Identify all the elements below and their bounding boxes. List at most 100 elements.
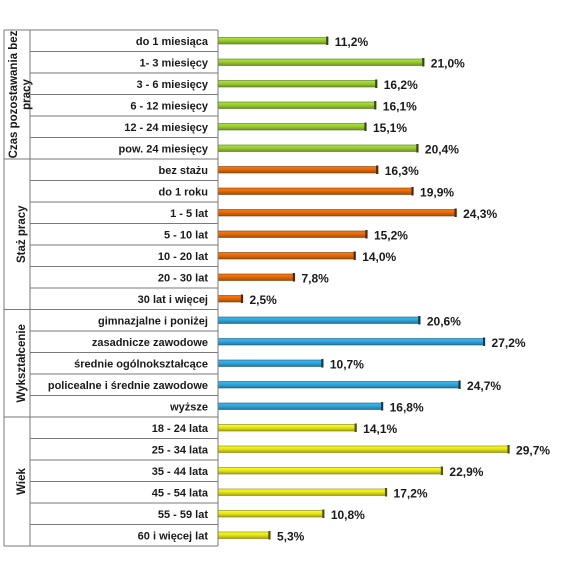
bar-end-cap xyxy=(440,466,444,475)
bar-end-cap xyxy=(354,423,357,432)
category-label: 55 - 59 lat xyxy=(158,509,208,521)
bar-end-cap xyxy=(353,251,356,260)
bar xyxy=(217,37,329,45)
category-label: do 1 roku xyxy=(158,186,208,198)
category-label: 5 - 10 lat xyxy=(164,229,208,241)
category-label: do 1 miesiąca xyxy=(136,36,209,48)
bar-end-cap xyxy=(384,488,388,497)
bar-end-cap xyxy=(268,531,271,540)
bar-end-cap xyxy=(422,58,425,67)
bar xyxy=(217,273,295,281)
category-label: wyższe xyxy=(169,401,208,413)
data-label: 20,6% xyxy=(427,314,461,328)
data-label: 15,1% xyxy=(373,121,407,135)
group-label: Czas pozostawania bezpracy xyxy=(8,30,33,158)
data-label: 16,2% xyxy=(384,78,418,92)
bar xyxy=(217,80,378,88)
data-label: 16,3% xyxy=(385,164,419,178)
bar xyxy=(217,166,379,174)
data-label: 7,8% xyxy=(301,271,329,285)
bar xyxy=(217,488,387,496)
category-label: 1 - 5 lat xyxy=(170,208,208,220)
data-label: 24,3% xyxy=(463,207,497,221)
category-label: 45 - 54 lata xyxy=(152,487,209,499)
data-label: 11,2% xyxy=(335,35,369,49)
bar xyxy=(217,531,271,539)
bar-end-cap xyxy=(292,273,296,282)
bar-end-cap xyxy=(240,294,244,303)
bar-end-cap xyxy=(418,316,421,325)
category-label: 35 - 44 lata xyxy=(152,466,209,478)
bar xyxy=(217,381,461,389)
category-label: 12 - 24 miesięcy xyxy=(124,122,209,134)
data-label: 21,0% xyxy=(431,56,465,70)
bar-end-cap xyxy=(364,122,367,131)
bar xyxy=(217,445,510,453)
data-label: 19,9% xyxy=(420,185,454,199)
bar xyxy=(217,123,367,131)
bar-end-cap xyxy=(376,165,379,174)
bar-end-cap xyxy=(375,79,378,88)
data-label: 27,2% xyxy=(492,336,526,350)
bar-end-cap xyxy=(482,337,486,346)
category-label: 10 - 20 lat xyxy=(158,251,208,263)
bar-end-cap xyxy=(507,445,510,454)
data-label: 10,8% xyxy=(331,508,365,522)
bar xyxy=(217,338,485,346)
category-label: średnie ogólnokształcące xyxy=(74,358,208,370)
bar xyxy=(217,402,383,410)
category-label: 18 - 24 lata xyxy=(152,423,209,435)
bar-end-cap xyxy=(374,101,377,110)
bar-end-cap xyxy=(322,509,325,518)
data-label: 16,8% xyxy=(390,400,424,414)
data-label: 2,5% xyxy=(250,293,278,307)
bar xyxy=(217,101,377,109)
data-label: 5,3% xyxy=(277,529,305,543)
bar-end-cap xyxy=(458,380,461,389)
category-label: 1- 3 miesięcy xyxy=(140,57,209,69)
category-label: policealne i średnie zawodowe xyxy=(48,380,208,392)
data-label: 14,0% xyxy=(362,250,396,264)
bar-end-cap xyxy=(416,144,419,153)
bar xyxy=(217,467,443,475)
category-label: 6 - 12 miesięcy xyxy=(130,100,209,112)
data-label: 10,7% xyxy=(330,357,364,371)
bar-end-cap xyxy=(454,208,457,217)
bar xyxy=(217,295,243,303)
bar-end-cap xyxy=(411,187,414,196)
bar xyxy=(217,424,357,432)
bar xyxy=(217,252,356,260)
category-label: gimnazjalne i poniżej xyxy=(98,315,208,327)
bar xyxy=(217,144,419,152)
bar xyxy=(217,58,425,66)
bar-end-cap xyxy=(381,402,384,411)
data-label: 15,2% xyxy=(374,228,408,242)
category-label: zasadnicze zawodowe xyxy=(92,337,208,349)
category-label: 3 - 6 miesięcy xyxy=(136,79,208,91)
bar-end-cap xyxy=(365,230,368,239)
bar xyxy=(217,230,368,238)
category-label: 20 - 30 lat xyxy=(158,272,208,284)
bar-end-cap xyxy=(321,359,324,368)
group-label: Staż pracy xyxy=(16,205,28,263)
group-label: Wykształcenie xyxy=(16,324,28,402)
bar xyxy=(217,209,457,217)
bar xyxy=(217,187,414,195)
data-label: 22,9% xyxy=(449,465,483,479)
category-label: 30 lat i więcej xyxy=(138,294,208,306)
category-label: 25 - 34 lata xyxy=(152,444,209,456)
category-label: bez stażu xyxy=(158,165,208,177)
bar-end-cap xyxy=(326,36,329,45)
bar xyxy=(217,510,325,518)
data-label: 20,4% xyxy=(425,142,459,156)
bar xyxy=(217,316,421,324)
data-label: 29,7% xyxy=(516,443,550,457)
bar xyxy=(217,359,324,367)
data-label: 24,7% xyxy=(467,379,501,393)
category-label: 60 i więcej lat xyxy=(138,530,209,542)
data-label: 16,1% xyxy=(383,99,417,113)
data-label: 14,1% xyxy=(363,422,397,436)
group-label: Wiek xyxy=(16,468,28,495)
data-label: 17,2% xyxy=(394,486,428,500)
